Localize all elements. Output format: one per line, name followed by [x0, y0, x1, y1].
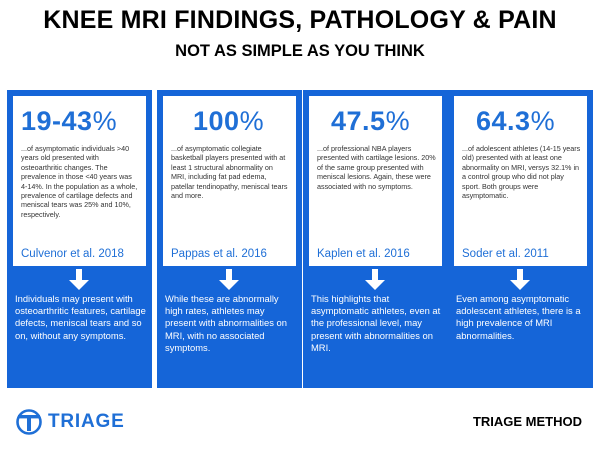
- stat-description: ...of asymptomatic collegiate basketball…: [171, 144, 288, 201]
- stat-card: 100% ...of asymptomatic collegiate baske…: [157, 90, 302, 388]
- stat-number: 64.3: [476, 106, 531, 136]
- card-summary: Individuals may present with osteoarthri…: [15, 293, 146, 341]
- stat-number: 47.5: [331, 106, 386, 136]
- page-subtitle: NOT AS SIMPLE AS YOU THINK: [175, 42, 425, 60]
- arrow-down-icon: [69, 269, 89, 290]
- stat-number: 19-43: [21, 106, 93, 136]
- card-summary: This highlights that asymptomatic athlet…: [311, 293, 441, 353]
- card-panel: 47.5% ...of professional NBA players pre…: [309, 96, 442, 266]
- card-summary: Even among asymptomatic adolescent athle…: [456, 293, 581, 341]
- stat-value: 64.3%: [462, 106, 581, 136]
- stat-unit: %: [239, 106, 265, 136]
- stat-description: ...of professional NBA players presented…: [317, 144, 436, 191]
- triage-logo: TRIAGE: [16, 407, 125, 437]
- stat-description: ...of asymptomatic individuals >40 years…: [21, 144, 138, 219]
- stat-unit: %: [385, 106, 411, 136]
- stat-card: 64.3% ...of adolescent athletes (14-15 y…: [448, 90, 593, 388]
- stat-value: 100%: [171, 106, 290, 136]
- footer-brand-text: TRIAGE METHOD: [472, 414, 582, 429]
- card-summary: While these are abnormally high rates, a…: [165, 293, 287, 353]
- stat-card: 47.5% ...of professional NBA players pre…: [303, 90, 448, 388]
- arrow-down-icon: [510, 269, 530, 290]
- stat-unit: %: [92, 106, 118, 136]
- citation: Pappas et al. 2016: [171, 248, 267, 260]
- arrow-down-icon: [365, 269, 385, 290]
- card-panel: 19-43% ...of asymptomatic individuals >4…: [13, 96, 146, 266]
- triage-t-logo-icon: [16, 409, 42, 435]
- arrow-down-icon: [219, 269, 239, 290]
- card-panel: 64.3% ...of adolescent athletes (14-15 y…: [454, 96, 587, 266]
- logo-wordmark: TRIAGE: [48, 411, 125, 432]
- stat-value: 47.5%: [317, 106, 436, 136]
- citation: Kaplen et al. 2016: [317, 248, 410, 260]
- stat-number: 100: [193, 106, 240, 136]
- citation: Culvenor et al. 2018: [21, 248, 124, 260]
- stat-value: 19-43%: [21, 106, 140, 136]
- card-panel: 100% ...of asymptomatic collegiate baske…: [163, 96, 296, 266]
- citation: Soder et al. 2011: [462, 248, 549, 260]
- stat-card: 19-43% ...of asymptomatic individuals >4…: [7, 90, 152, 388]
- page-title: KNEE MRI FINDINGS, PATHOLOGY & PAIN: [43, 6, 557, 34]
- stat-unit: %: [530, 106, 556, 136]
- stat-description: ...of adolescent athletes (14-15 years o…: [462, 144, 581, 201]
